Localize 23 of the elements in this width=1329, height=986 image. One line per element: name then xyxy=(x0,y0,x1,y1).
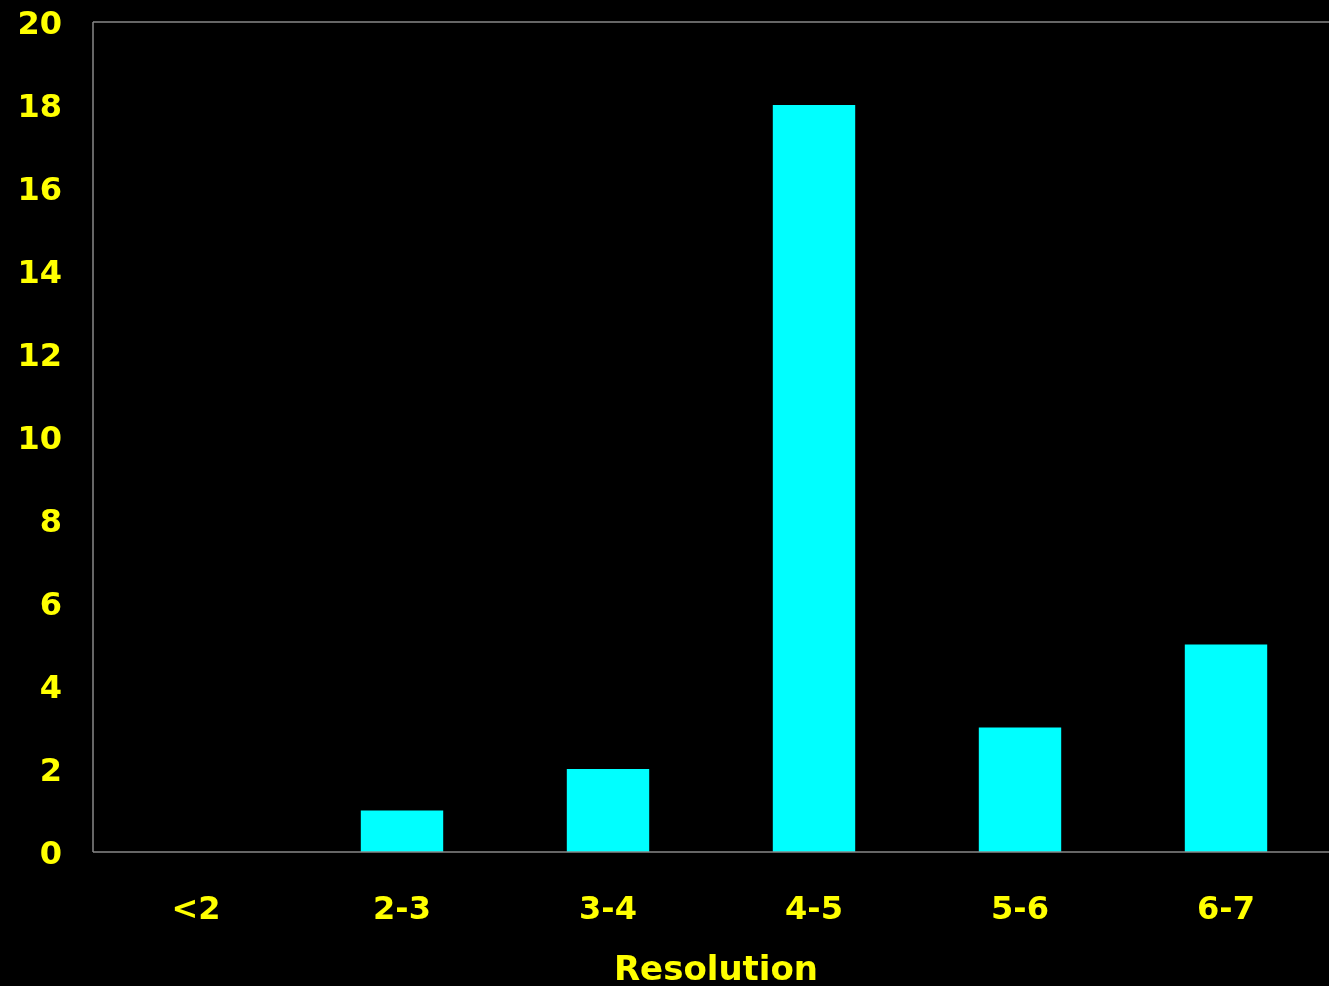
y-tick-label: 12 xyxy=(17,335,62,374)
bar xyxy=(360,810,444,852)
x-axis-title: Resolution xyxy=(613,948,819,986)
y-tick-label: 8 xyxy=(39,501,62,540)
bar xyxy=(566,769,650,852)
y-tick-label: 2 xyxy=(39,750,62,789)
y-tick-label: 10 xyxy=(17,418,62,457)
y-tick-label: 18 xyxy=(17,86,62,125)
x-tick-label: 4-5 xyxy=(785,888,843,927)
x-tick-label: 5-6 xyxy=(991,888,1049,927)
x-tick-label: <2 xyxy=(171,888,221,927)
bar xyxy=(772,105,856,852)
y-tick-label: 14 xyxy=(17,252,62,291)
y-tick-label: 20 xyxy=(17,3,62,42)
x-tick-label: 2-3 xyxy=(373,888,431,927)
x-tick-label: 3-4 xyxy=(579,888,637,927)
y-tick-label: 6 xyxy=(39,584,62,623)
y-tick-label: 4 xyxy=(39,667,62,706)
y-tick-label: 16 xyxy=(17,169,62,208)
y-tick-label: 0 xyxy=(39,833,62,872)
bar xyxy=(978,727,1062,852)
bar xyxy=(1184,644,1268,852)
x-tick-label: 6-7 xyxy=(1197,888,1255,927)
